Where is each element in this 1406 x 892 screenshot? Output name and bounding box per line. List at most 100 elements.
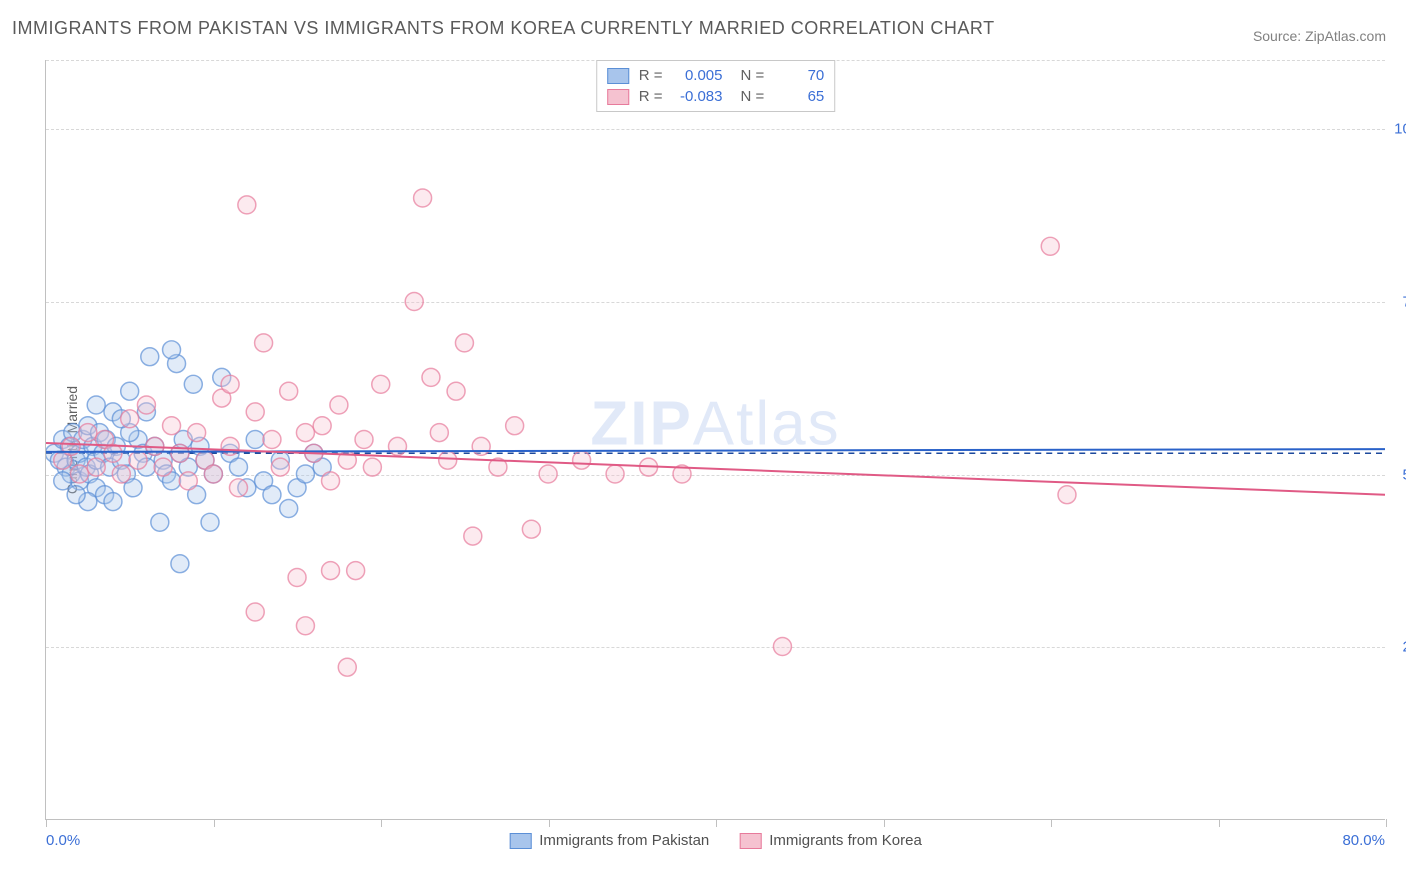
x-tick (1219, 819, 1220, 827)
r-value: 0.005 (673, 67, 723, 84)
x-tick (1051, 819, 1052, 827)
data-point (67, 486, 85, 504)
data-point (539, 465, 557, 483)
data-point (347, 562, 365, 580)
x-tick (214, 819, 215, 827)
data-point (606, 465, 624, 483)
legend-top: R = 0.005 N = 70 R = -0.083 N = 65 (596, 60, 836, 112)
data-point (201, 513, 219, 531)
chart-area: Currently Married 25.0%50.0%75.0%100.0% … (45, 60, 1385, 820)
y-tick-label: 25.0% (1390, 639, 1406, 656)
data-point (322, 562, 340, 580)
data-point (238, 196, 256, 214)
data-point (246, 403, 264, 421)
data-point (163, 341, 181, 359)
data-point (464, 527, 482, 545)
legend-swatch (509, 833, 531, 849)
data-point (330, 396, 348, 414)
data-point (288, 569, 306, 587)
x-tick (46, 819, 47, 827)
data-point (229, 458, 247, 476)
n-value: 65 (774, 88, 824, 105)
x-tick (549, 819, 550, 827)
r-value: -0.083 (673, 88, 723, 105)
data-point (338, 658, 356, 676)
data-point (472, 437, 490, 455)
data-point (188, 424, 206, 442)
data-point (296, 424, 314, 442)
data-point (271, 458, 289, 476)
data-point (221, 375, 239, 393)
x-tick (884, 819, 885, 827)
data-point (363, 458, 381, 476)
data-point (129, 451, 147, 469)
data-point (70, 465, 88, 483)
data-point (154, 458, 172, 476)
data-point (151, 513, 169, 531)
data-point (422, 368, 440, 386)
data-point (313, 417, 331, 435)
legend-stat-row: R = 0.005 N = 70 (607, 65, 825, 86)
y-tick-label: 50.0% (1390, 466, 1406, 483)
r-label: R = (639, 88, 663, 105)
data-point (87, 396, 105, 414)
data-point (163, 417, 181, 435)
data-point (447, 382, 465, 400)
data-point (54, 472, 72, 490)
data-point (522, 520, 540, 538)
x-tick (381, 819, 382, 827)
data-point (137, 396, 155, 414)
x-tick (716, 819, 717, 827)
data-point (430, 424, 448, 442)
data-point (414, 189, 432, 207)
data-point (372, 375, 390, 393)
legend-series-label: Immigrants from Pakistan (539, 832, 709, 849)
data-point (87, 458, 105, 476)
data-point (221, 437, 239, 455)
data-point (573, 451, 591, 469)
legend-swatch (739, 833, 761, 849)
legend-series-label: Immigrants from Korea (769, 832, 922, 849)
legend-bottom: Immigrants from Pakistan Immigrants from … (509, 832, 922, 849)
legend-series-item: Immigrants from Korea (739, 832, 922, 849)
y-tick-label: 75.0% (1390, 293, 1406, 310)
legend-swatch (607, 68, 629, 84)
legend-series-item: Immigrants from Pakistan (509, 832, 709, 849)
n-label: N = (741, 67, 765, 84)
r-label: R = (639, 67, 663, 84)
data-point (246, 603, 264, 621)
data-point (296, 617, 314, 635)
data-point (355, 431, 373, 449)
data-point (263, 486, 281, 504)
x-axis-min-label: 0.0% (46, 832, 80, 849)
x-tick (1386, 819, 1387, 827)
n-value: 70 (774, 67, 824, 84)
data-point (1058, 486, 1076, 504)
data-point (112, 465, 130, 483)
y-tick-label: 100.0% (1390, 121, 1406, 138)
data-point (455, 334, 473, 352)
source-label: Source: ZipAtlas.com (1253, 28, 1386, 44)
data-point (280, 500, 298, 518)
legend-stat-row: R = -0.083 N = 65 (607, 86, 825, 107)
data-point (388, 437, 406, 455)
data-point (104, 444, 122, 462)
data-point (296, 465, 314, 483)
data-point (141, 348, 159, 366)
data-point (229, 479, 247, 497)
n-label: N = (741, 88, 765, 105)
data-point (79, 424, 97, 442)
data-point (171, 555, 189, 573)
data-point (104, 493, 122, 511)
data-point (263, 431, 281, 449)
data-point (1041, 237, 1059, 255)
data-point (439, 451, 457, 469)
data-point (121, 382, 139, 400)
data-point (121, 410, 139, 428)
data-point (255, 334, 273, 352)
data-point (184, 375, 202, 393)
data-point (246, 431, 264, 449)
data-point (322, 472, 340, 490)
legend-swatch (607, 89, 629, 105)
data-point (179, 472, 197, 490)
